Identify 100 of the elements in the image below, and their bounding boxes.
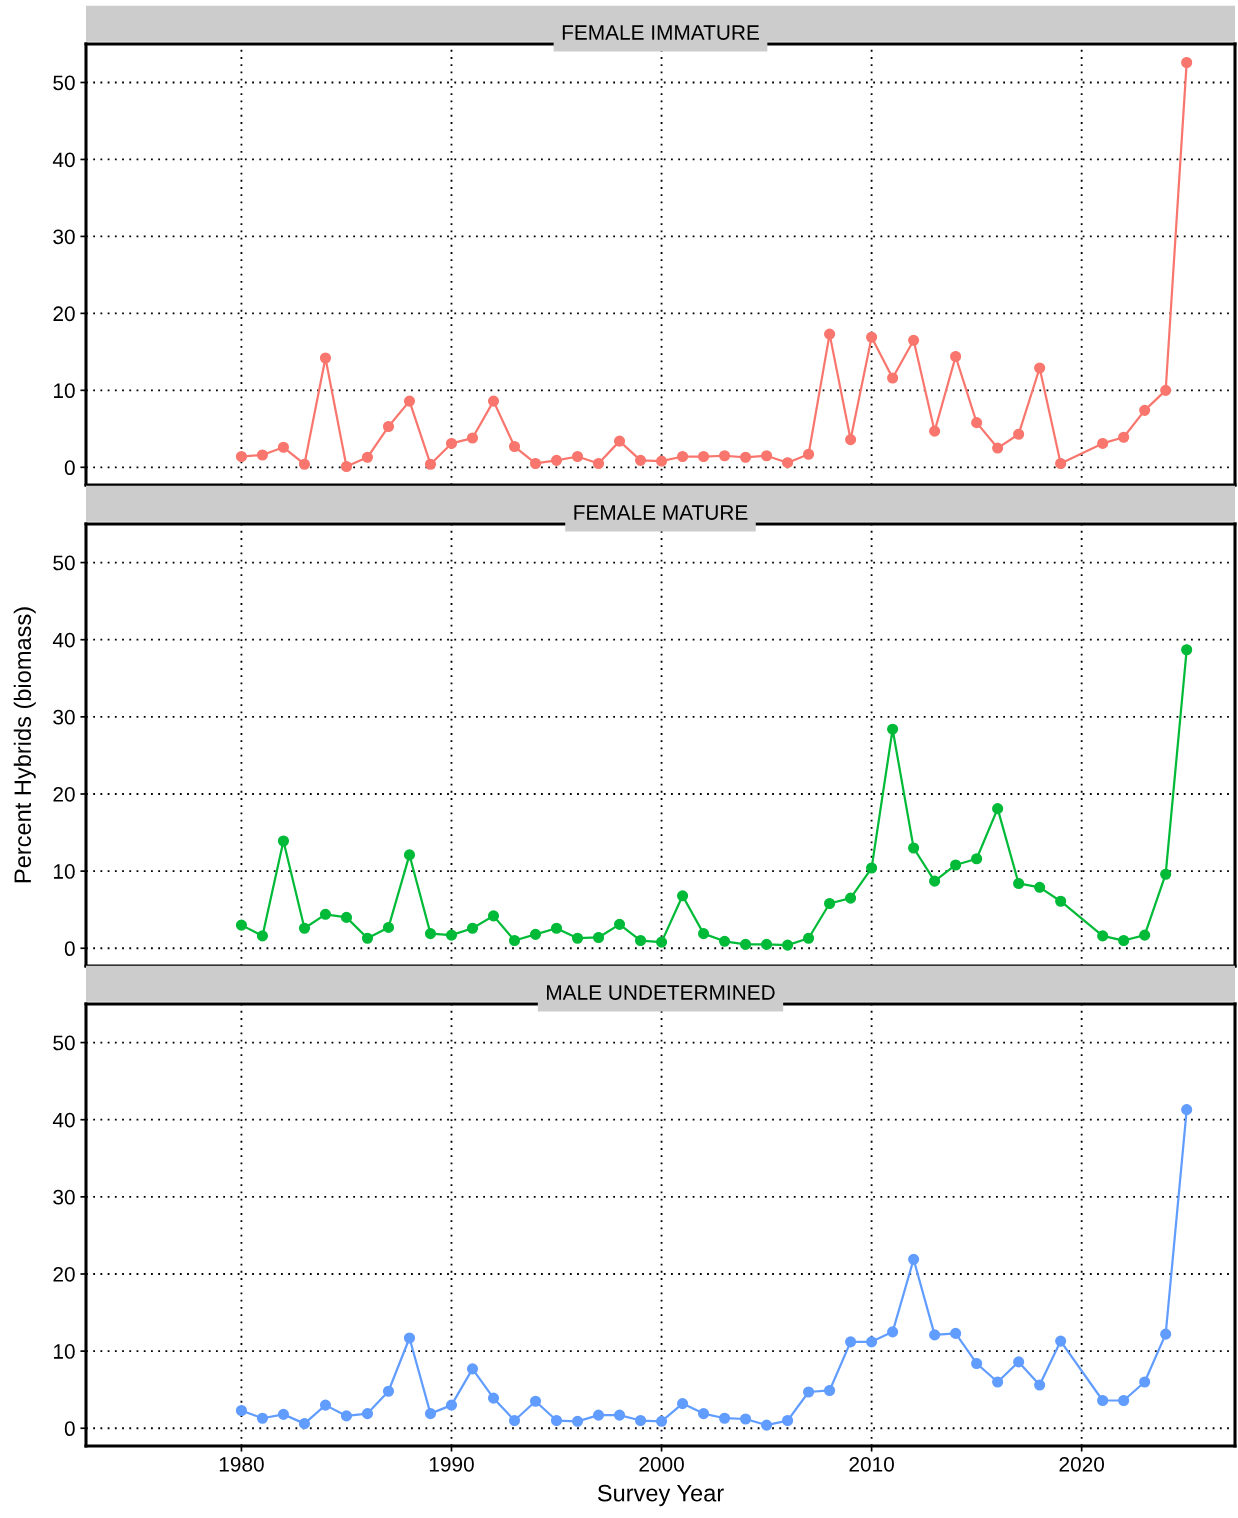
point <box>676 890 689 902</box>
point <box>445 437 458 449</box>
point <box>1181 644 1193 656</box>
y-axis-title: Percent Hybrids (biomass) <box>13 607 36 883</box>
point <box>529 1395 542 1407</box>
y-tick-label: 10 <box>54 1344 75 1359</box>
point <box>634 934 647 947</box>
y-tick-label: 20 <box>53 786 75 802</box>
point <box>298 458 311 470</box>
point <box>235 919 247 931</box>
point <box>950 350 962 363</box>
point <box>1097 1394 1109 1407</box>
point <box>571 1415 584 1427</box>
y-tick-label: 20 <box>53 1266 75 1282</box>
point <box>382 1385 395 1397</box>
point <box>929 1329 941 1341</box>
point <box>803 448 815 460</box>
point <box>529 928 542 940</box>
y-tick-label: 50 <box>53 75 75 91</box>
point <box>235 1404 247 1417</box>
point <box>740 938 752 950</box>
point <box>487 395 500 407</box>
point <box>824 897 836 910</box>
point <box>908 334 920 346</box>
y-tick-label: 0 <box>64 1421 75 1437</box>
point <box>277 835 290 847</box>
point <box>613 918 626 930</box>
point <box>256 1412 269 1424</box>
point <box>866 862 878 874</box>
point <box>403 395 416 407</box>
point <box>613 435 626 447</box>
point <box>634 1414 647 1427</box>
point <box>1160 384 1172 396</box>
point <box>1181 1104 1193 1116</box>
point <box>466 432 479 444</box>
point <box>1034 362 1046 374</box>
point <box>1118 431 1130 443</box>
point <box>550 454 563 466</box>
point <box>361 1408 374 1420</box>
point <box>361 451 374 463</box>
point <box>698 450 710 463</box>
point <box>1181 56 1193 69</box>
point <box>761 938 773 950</box>
point <box>950 1327 962 1339</box>
point <box>1013 877 1025 890</box>
point <box>1160 1328 1172 1340</box>
point <box>992 1376 1004 1388</box>
point <box>866 1336 878 1348</box>
point <box>655 455 668 467</box>
point <box>782 457 794 469</box>
point <box>1055 895 1067 907</box>
point <box>740 451 752 463</box>
point <box>1139 929 1151 941</box>
point <box>508 934 521 947</box>
point <box>424 928 437 940</box>
point <box>803 1386 815 1398</box>
y-tick-label: 10 <box>54 864 75 879</box>
point <box>1013 1356 1025 1368</box>
point <box>845 434 857 446</box>
point <box>676 1398 689 1410</box>
point <box>571 450 584 463</box>
point <box>845 1336 857 1348</box>
point <box>508 1414 521 1427</box>
point <box>277 441 290 453</box>
point <box>719 450 731 462</box>
y-tick-label: 50 <box>53 1035 75 1051</box>
point <box>445 929 458 941</box>
point <box>319 1399 332 1411</box>
point <box>298 1418 311 1430</box>
point <box>761 1419 773 1431</box>
point <box>866 331 878 343</box>
point <box>1118 1394 1130 1407</box>
point <box>1013 428 1025 440</box>
point <box>466 1363 479 1375</box>
point <box>382 420 395 433</box>
y-tick-label: 0 <box>64 460 75 476</box>
point <box>655 1415 668 1427</box>
point <box>592 931 605 944</box>
chart-title: FEMALE MATURE <box>574 505 748 520</box>
point <box>908 1253 920 1265</box>
y-tick-label: 30 <box>53 709 75 725</box>
point <box>361 932 374 944</box>
point <box>698 1408 710 1420</box>
point <box>782 1414 794 1427</box>
y-tick-label: 50 <box>53 555 75 571</box>
y-tick-label: 40 <box>52 632 75 648</box>
x-axis-title: Survey Year <box>597 1484 724 1507</box>
point <box>487 910 500 922</box>
point <box>403 849 416 861</box>
point <box>971 853 983 865</box>
chart-title: MALE UNDETERMINED <box>547 985 775 1000</box>
point <box>782 939 794 951</box>
point <box>466 922 479 934</box>
point <box>929 875 941 887</box>
point <box>887 372 899 384</box>
point <box>740 1413 752 1425</box>
x-tick-label: 2010 <box>849 1456 894 1472</box>
point <box>424 458 437 470</box>
point <box>235 450 247 463</box>
point <box>340 1410 353 1422</box>
